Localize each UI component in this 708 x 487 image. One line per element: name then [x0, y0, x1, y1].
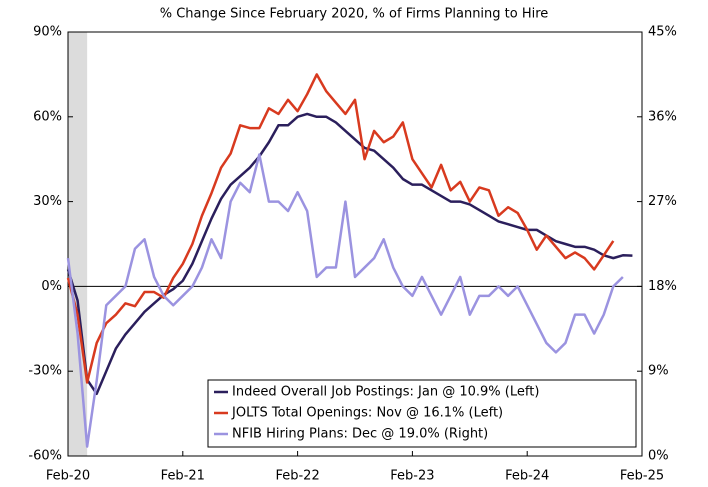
y2-tick-label: 9% — [648, 364, 669, 379]
series-line — [66, 73, 615, 384]
y-tick-label: 60% — [33, 109, 62, 124]
y2-tick-label: 0% — [648, 449, 669, 464]
x-tick-label: Feb-21 — [161, 469, 205, 484]
y-tick-label: -60% — [28, 449, 62, 464]
y-tick-label: 0% — [41, 279, 62, 294]
x-tick-label: Feb-23 — [390, 469, 434, 484]
y2-tick-label: 36% — [648, 109, 677, 124]
legend-label: NFIB Hiring Plans: Dec @ 19.0% (Right) — [232, 427, 488, 442]
plot-frame — [67, 31, 643, 457]
legend-box — [207, 379, 637, 448]
y2-tick-label: 45% — [648, 25, 677, 40]
x-tick-label: Feb-24 — [505, 469, 549, 484]
legend-label: Indeed Overall Job Postings: Jan @ 10.9%… — [232, 385, 539, 400]
legend-label: JOLTS Total Openings: Nov @ 16.1% (Left) — [231, 406, 503, 421]
y-tick-label: 90% — [33, 25, 62, 40]
x-tick-label: Feb-20 — [46, 469, 90, 484]
series-line — [66, 112, 633, 396]
shaded-period — [68, 32, 88, 456]
y-tick-label: -30% — [28, 364, 62, 379]
y2-tick-label: 27% — [648, 194, 677, 209]
series-line — [66, 153, 624, 448]
chart-title: % Change Since February 2020, % of Firms… — [160, 7, 549, 22]
x-tick-label: Feb-25 — [620, 469, 664, 484]
y2-tick-label: 18% — [648, 279, 677, 294]
y-tick-label: 30% — [33, 194, 62, 209]
x-tick-label: Feb-22 — [275, 469, 319, 484]
